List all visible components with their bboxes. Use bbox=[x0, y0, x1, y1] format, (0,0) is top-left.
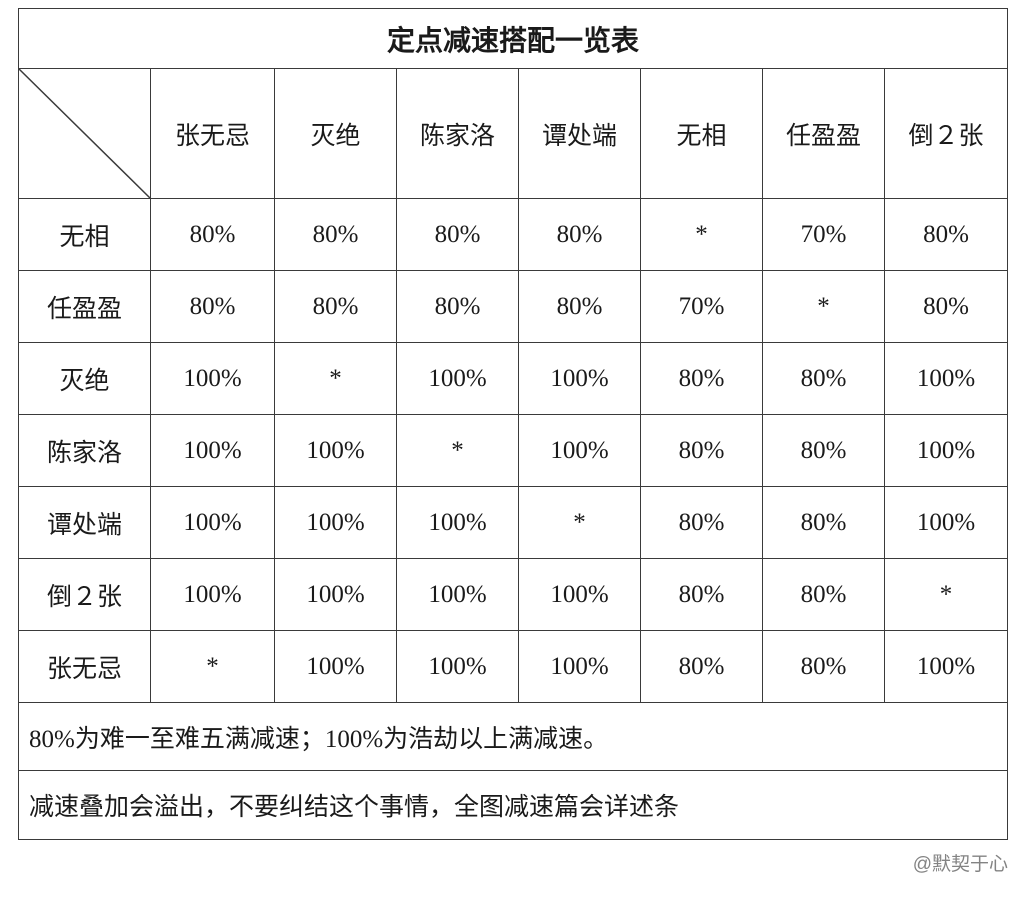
table-note: 80%为难一至难五满减速；100%为浩劫以上满减速。 bbox=[19, 703, 1007, 771]
table-cell: 100% bbox=[397, 631, 519, 702]
header-row: 张无忌 灭绝 陈家洛 谭处端 无相 任盈盈 倒２张 bbox=[19, 69, 1007, 199]
table-container: 定点减速搭配一览表 张无忌 灭绝 陈家洛 谭处端 无相 任盈盈 倒２张 无相80… bbox=[18, 8, 1008, 840]
table-cell: 80% bbox=[275, 199, 397, 270]
table-cell: 100% bbox=[397, 559, 519, 630]
watermark: @默契于心 bbox=[913, 849, 1008, 876]
table-row: 任盈盈80%80%80%80%70%*80% bbox=[19, 271, 1007, 343]
column-header: 倒２张 bbox=[885, 69, 1007, 198]
table-row: 陈家洛100%100%*100%80%80%100% bbox=[19, 415, 1007, 487]
table-cell: 80% bbox=[151, 199, 275, 270]
row-header: 倒２张 bbox=[19, 559, 151, 630]
row-header: 灭绝 bbox=[19, 343, 151, 414]
row-header: 张无忌 bbox=[19, 631, 151, 702]
table-cell: 80% bbox=[763, 559, 885, 630]
watermark-text: @默契于心 bbox=[913, 854, 1008, 875]
column-header: 无相 bbox=[641, 69, 763, 198]
table-cell: * bbox=[641, 199, 763, 270]
table-cell: * bbox=[275, 343, 397, 414]
table-cell: 80% bbox=[641, 559, 763, 630]
table-cell: 80% bbox=[519, 199, 641, 270]
table-cell: 100% bbox=[519, 631, 641, 702]
table-row: 无相80%80%80%80%*70%80% bbox=[19, 199, 1007, 271]
table-cell: * bbox=[151, 631, 275, 702]
table-cell: 80% bbox=[763, 343, 885, 414]
table-cell: 100% bbox=[397, 487, 519, 558]
table-row: 张无忌*100%100%100%80%80%100% bbox=[19, 631, 1007, 703]
table-cell: 100% bbox=[519, 343, 641, 414]
table-cell: 100% bbox=[151, 559, 275, 630]
table-cell: 100% bbox=[275, 559, 397, 630]
table-cell: 80% bbox=[641, 487, 763, 558]
table-cell: 80% bbox=[275, 271, 397, 342]
table-cell: * bbox=[519, 487, 641, 558]
table-cell: 80% bbox=[397, 271, 519, 342]
table-cell: 80% bbox=[641, 415, 763, 486]
column-header: 陈家洛 bbox=[397, 69, 519, 198]
column-header: 灭绝 bbox=[275, 69, 397, 198]
row-header: 无相 bbox=[19, 199, 151, 270]
table-title: 定点减速搭配一览表 bbox=[19, 9, 1007, 69]
table-cell: 80% bbox=[885, 199, 1007, 270]
table-cell: 100% bbox=[397, 343, 519, 414]
diagonal-header-cell bbox=[19, 69, 151, 198]
column-header: 任盈盈 bbox=[763, 69, 885, 198]
column-header: 谭处端 bbox=[519, 69, 641, 198]
table-cell: 80% bbox=[763, 487, 885, 558]
diagonal-line-icon bbox=[19, 69, 150, 198]
table-cell: 70% bbox=[763, 199, 885, 270]
table-note: 减速叠加会溢出，不要纠结这个事情，全图减速篇会详述条 bbox=[19, 771, 1007, 839]
table-cell: 80% bbox=[397, 199, 519, 270]
table-cell: 100% bbox=[151, 343, 275, 414]
table-cell: 80% bbox=[641, 343, 763, 414]
table-cell: 80% bbox=[519, 271, 641, 342]
table-cell: * bbox=[397, 415, 519, 486]
table-cell: 80% bbox=[151, 271, 275, 342]
table-cell: 100% bbox=[885, 343, 1007, 414]
table-cell: 100% bbox=[151, 487, 275, 558]
table-cell: 100% bbox=[519, 559, 641, 630]
table-cell: 100% bbox=[275, 415, 397, 486]
row-header: 谭处端 bbox=[19, 487, 151, 558]
table-row: 灭绝100%*100%100%80%80%100% bbox=[19, 343, 1007, 415]
table-cell: 80% bbox=[763, 631, 885, 702]
table-cell: 70% bbox=[641, 271, 763, 342]
row-header: 陈家洛 bbox=[19, 415, 151, 486]
table-cell: * bbox=[885, 559, 1007, 630]
table-cell: 80% bbox=[763, 415, 885, 486]
table-cell: 100% bbox=[885, 487, 1007, 558]
table-cell: 80% bbox=[641, 631, 763, 702]
column-header: 张无忌 bbox=[151, 69, 275, 198]
table-cell: * bbox=[763, 271, 885, 342]
table-cell: 100% bbox=[275, 487, 397, 558]
table-cell: 100% bbox=[885, 631, 1007, 702]
table-row: 倒２张100%100%100%100%80%80%* bbox=[19, 559, 1007, 631]
row-header: 任盈盈 bbox=[19, 271, 151, 342]
table-cell: 100% bbox=[151, 415, 275, 486]
table-cell: 100% bbox=[519, 415, 641, 486]
table-cell: 80% bbox=[885, 271, 1007, 342]
table-cell: 100% bbox=[275, 631, 397, 702]
table-cell: 100% bbox=[885, 415, 1007, 486]
table-row: 谭处端100%100%100%*80%80%100% bbox=[19, 487, 1007, 559]
